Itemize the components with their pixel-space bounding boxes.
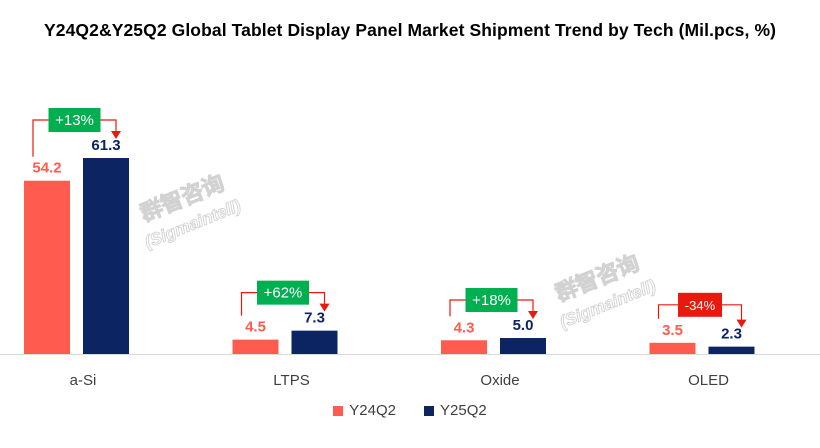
data-label-y25q2-oled: 2.3: [721, 326, 742, 343]
data-label-y24q2-oxide: 4.3: [454, 319, 475, 336]
x-tick-label-oled: OLED: [688, 372, 729, 389]
bar-y24q2-ltps: [232, 339, 279, 354]
data-label-y24q2-oled: 3.5: [662, 322, 683, 339]
legend-swatch-y25q2: [424, 405, 434, 416]
legend-item-y25q2: Y25Q2: [424, 402, 487, 419]
bar-y25q2-a-si: [83, 158, 129, 354]
change-label-a-si: +13%: [55, 112, 94, 129]
change-arrow-ltps: [319, 303, 330, 312]
change-label-ltps: +62%: [264, 285, 303, 302]
change-badge-oxide: [465, 288, 518, 313]
change-badge-a-si: [48, 108, 101, 132]
watermark: 群智咨询(Sigmaintell): [551, 249, 659, 332]
change-label-oxide: +18%: [472, 292, 511, 309]
legend-swatch-y24q2: [333, 405, 344, 416]
bar-y25q2-oxide: [500, 338, 546, 354]
data-label-y24q2-a-si: 54.2: [32, 160, 61, 177]
bar-y25q2-ltps: [291, 330, 338, 354]
data-label-y24q2-ltps: 4.5: [245, 319, 266, 336]
bar-y25q2-oled: [708, 346, 755, 354]
bar-y24q2-oxide: [441, 340, 487, 354]
change-arrow-a-si: [111, 131, 121, 139]
x-tick-label-oxide: Oxide: [480, 372, 519, 389]
data-label-y25q2-oxide: 5.0: [513, 317, 534, 334]
bar-y24q2-a-si: [24, 180, 70, 354]
bar-y24q2-oled: [649, 342, 696, 354]
chart-legend: Y24Q2 Y25Q2: [0, 402, 820, 419]
change-badge-ltps: [257, 280, 309, 305]
x-tick-label-ltps: LTPS: [273, 372, 309, 389]
data-label-y25q2-a-si: 61.3: [91, 137, 120, 154]
change-arrow-oled: [736, 319, 747, 328]
watermark: 群智咨询(Sigmaintell): [136, 169, 244, 252]
change-arrow-oxide: [528, 311, 538, 320]
chart-title: Y24Q2&Y25Q2 Global Tablet Display Panel …: [43, 20, 777, 40]
legend-item-y24q2: Y24Q2: [333, 402, 396, 419]
legend-label-y24q2: Y24Q2: [349, 402, 396, 419]
change-label-oled: -34%: [685, 298, 716, 313]
data-label-y25q2-ltps: 7.3: [304, 310, 325, 327]
x-tick-label-a-si: a-Si: [70, 372, 97, 389]
change-badge-oled: [678, 292, 722, 317]
legend-label-y25q2: Y25Q2: [440, 402, 487, 419]
